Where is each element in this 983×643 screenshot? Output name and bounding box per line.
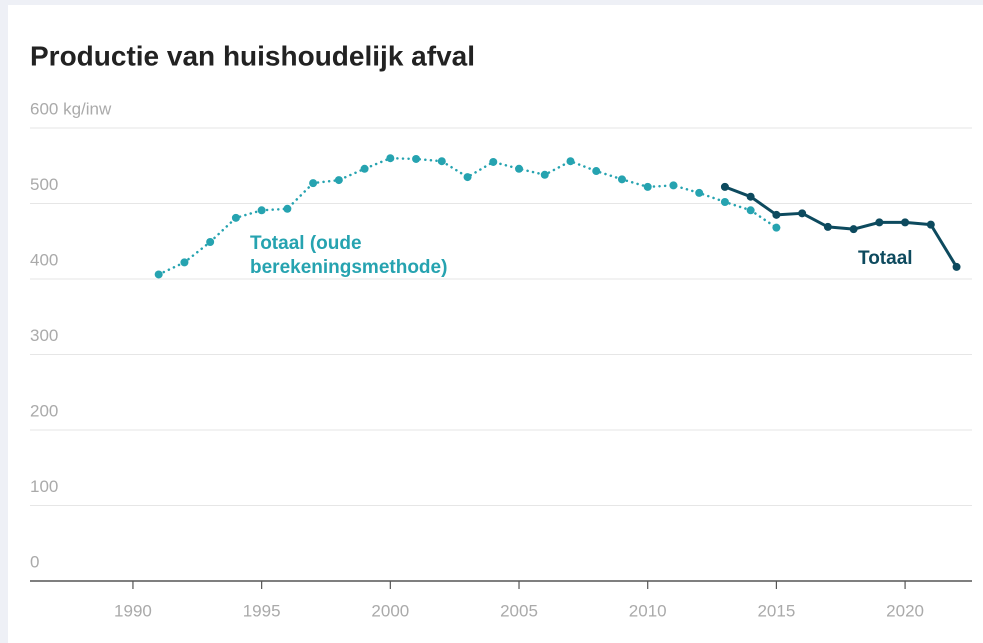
- point: [746, 206, 755, 215]
- y-tick-label: 600 kg/inw: [30, 99, 112, 118]
- y-tick-label: 0: [30, 552, 39, 571]
- point: [849, 225, 858, 234]
- x-tick-label: 2020: [886, 601, 924, 620]
- x-tick-label: 1990: [114, 601, 152, 620]
- point: [386, 154, 395, 163]
- point: [437, 157, 446, 166]
- card: [8, 5, 983, 643]
- x-tick-label: 2015: [757, 601, 795, 620]
- point: [592, 167, 601, 176]
- point: [206, 238, 215, 247]
- y-tick-label: 300: [30, 326, 58, 345]
- x-tick-label: 2005: [500, 601, 538, 620]
- point: [463, 173, 472, 182]
- point: [875, 218, 884, 227]
- chart-title: Productie van huishoudelijk afval: [30, 40, 475, 71]
- point: [309, 179, 318, 188]
- series-line: [723, 185, 959, 269]
- point: [257, 206, 266, 215]
- point: [412, 154, 421, 163]
- series-label: Totaal (oude berekeningsmethode): [250, 233, 448, 278]
- point: [720, 182, 729, 191]
- point: [180, 258, 189, 267]
- y-tick-label: 200: [30, 401, 58, 420]
- point: [154, 270, 163, 279]
- point: [360, 164, 369, 173]
- point: [901, 218, 910, 227]
- series-label: Totaal: [858, 248, 913, 269]
- point: [720, 197, 729, 206]
- x-tick-label: 1995: [243, 601, 281, 620]
- point: [283, 204, 292, 213]
- point: [798, 209, 807, 218]
- point: [669, 181, 678, 190]
- x-tick-label: 2010: [629, 601, 667, 620]
- point: [823, 222, 832, 231]
- point: [772, 223, 781, 232]
- point: [489, 157, 498, 166]
- point: [515, 164, 524, 173]
- point: [231, 213, 240, 222]
- point: [952, 262, 961, 271]
- point: [772, 210, 781, 219]
- point: [926, 220, 935, 229]
- y-tick-label: 400: [30, 250, 58, 269]
- point: [695, 188, 704, 197]
- point: [540, 170, 549, 179]
- point: [617, 175, 626, 184]
- point: [643, 182, 652, 191]
- point: [746, 192, 755, 201]
- y-tick-label: 500: [30, 175, 58, 194]
- point: [566, 157, 575, 166]
- point: [334, 176, 343, 185]
- y-tick-label: 100: [30, 477, 58, 496]
- x-tick-label: 2000: [371, 601, 409, 620]
